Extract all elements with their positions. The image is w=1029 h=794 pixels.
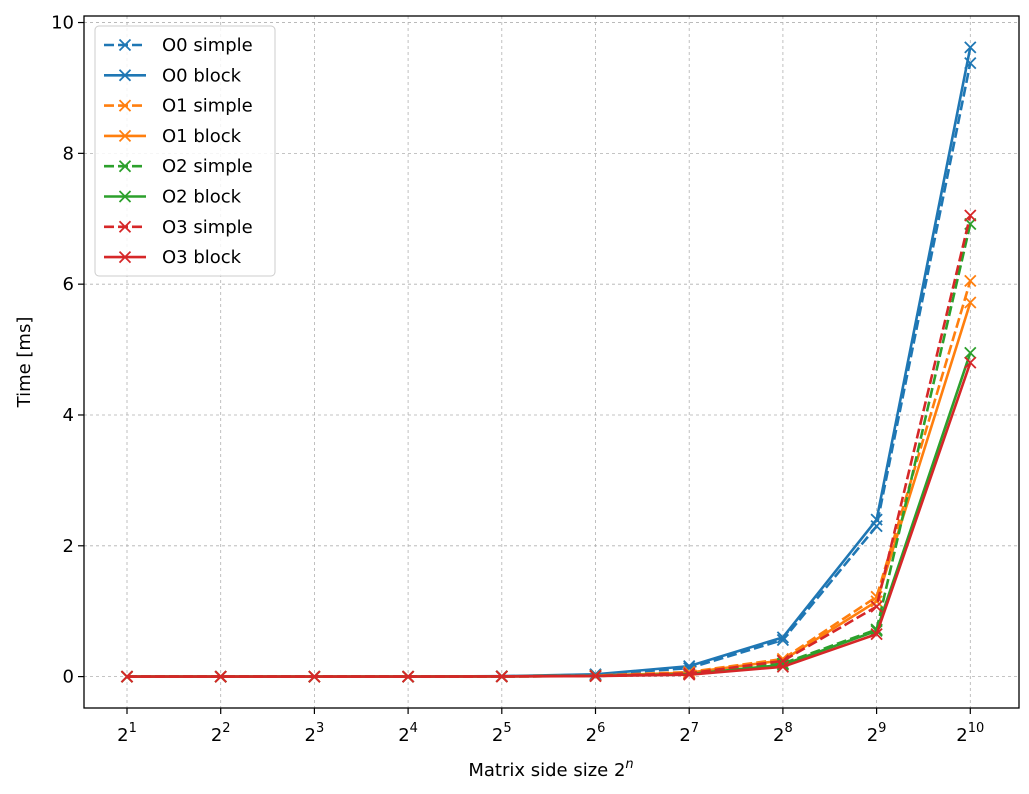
x-tick-exponent: 7 [691, 721, 699, 736]
data-point-marker [683, 667, 696, 680]
x-tick-base: 2 [867, 725, 878, 746]
legend-entry: O2 simple [104, 156, 253, 177]
x-tick-exponent: 10 [968, 721, 985, 736]
x-tick-label: 21 [117, 721, 137, 746]
data-point-marker [308, 670, 321, 683]
data-point-marker [964, 346, 977, 359]
x-axis: 21 22 23 24 25 26 27 28 29 210 [117, 708, 984, 746]
y-tick-label: 4 [63, 405, 74, 426]
data-point-marker [776, 660, 790, 673]
y-tick-label: 0 [63, 667, 74, 688]
x-tick-label: 24 [398, 721, 418, 746]
data-point-marker [118, 220, 132, 233]
x-tick-label: 22 [211, 721, 231, 746]
legend-label: O1 simple [162, 96, 253, 117]
legend: O0 simple O0 block O1 simple O1 block O2 sim… [94, 25, 276, 277]
y-axis: 0 2 4 6 8 10 [51, 13, 84, 688]
series-o3-block [120, 356, 977, 683]
data-point-marker [776, 633, 790, 647]
data-point-marker [964, 274, 977, 288]
x-tick-exponent: 6 [597, 721, 605, 736]
legend-label: O3 block [162, 247, 242, 268]
y-tick-label: 2 [63, 536, 74, 557]
y-tick-label: 10 [51, 13, 74, 34]
y-tick-label: 6 [63, 274, 74, 295]
x-tick-label: 27 [679, 721, 699, 746]
x-tick-label: 25 [492, 721, 512, 746]
x-tick-base: 2 [586, 725, 597, 746]
data-point-marker [964, 296, 977, 309]
series-line [127, 362, 972, 678]
x-tick-exponent: 2 [222, 721, 230, 736]
x-tick-exponent: 8 [784, 721, 792, 736]
x-tick-exponent: 4 [410, 721, 418, 736]
x-tick-label: 29 [867, 721, 887, 746]
legend-entry: O3 block [104, 247, 242, 268]
x-tick-exponent: 3 [316, 721, 324, 736]
x-tick-base: 2 [773, 725, 784, 746]
x-axis-title-exponent: n [625, 757, 633, 772]
x-tick-base: 2 [956, 725, 967, 746]
data-point-marker [683, 668, 696, 681]
legend-label: O0 simple [162, 35, 253, 56]
legend-entry: O0 simple [104, 35, 253, 56]
data-point-marker [589, 669, 602, 683]
data-point-marker [776, 631, 790, 644]
legend-entry: O2 block [104, 187, 242, 208]
x-tick-label: 23 [305, 721, 325, 746]
data-point-marker [870, 600, 883, 613]
data-point-marker [118, 38, 132, 52]
series-layer [120, 41, 977, 683]
data-point-marker [214, 670, 227, 683]
data-point-marker [964, 209, 977, 222]
x-tick-base: 2 [679, 725, 690, 746]
x-axis-title: Matrix side size 2n [468, 757, 633, 781]
legend-entry: O0 block [104, 65, 242, 86]
x-tick-label: 28 [773, 721, 793, 746]
legend-box [94, 25, 276, 277]
legend-entry: O1 block [104, 126, 242, 147]
x-tick-exponent: 9 [878, 721, 886, 736]
data-point-marker [964, 41, 977, 54]
data-point-marker [120, 670, 134, 683]
y-tick-label: 8 [63, 143, 74, 164]
x-tick-base: 2 [211, 725, 222, 746]
y-axis-title: Time [ms] [14, 317, 35, 409]
legend-label: O1 block [162, 126, 242, 147]
data-point-marker [118, 69, 132, 82]
data-point-marker [118, 250, 132, 264]
x-tick-base: 2 [398, 725, 409, 746]
plot-frame [83, 15, 1020, 709]
data-point-marker [118, 160, 132, 173]
legend-label: O2 block [162, 187, 242, 208]
legend-label: O3 simple [162, 217, 253, 238]
x-tick-base: 2 [117, 725, 128, 746]
legend-entry: O3 simple [104, 217, 253, 238]
data-point-marker [964, 356, 977, 369]
x-tick-base: 2 [305, 725, 316, 746]
data-point-marker [401, 670, 415, 683]
data-point-marker [870, 513, 883, 526]
x-tick-label: 26 [586, 721, 606, 746]
data-point-marker [118, 129, 132, 143]
data-point-marker [589, 668, 602, 681]
x-axis-title-text: Matrix side size 2 [468, 760, 625, 781]
data-point-marker [118, 190, 132, 203]
x-tick-base: 2 [492, 725, 503, 746]
legend-entry: O1 simple [104, 96, 253, 117]
data-point-marker [118, 99, 132, 112]
x-tick-exponent: 1 [129, 721, 137, 736]
x-tick-label: 210 [956, 721, 984, 746]
legend-label: O0 block [162, 65, 242, 86]
legend-label: O2 simple [162, 156, 253, 177]
data-point-marker [495, 670, 508, 683]
x-tick-exponent: 5 [503, 721, 511, 736]
data-point-marker [870, 627, 883, 641]
